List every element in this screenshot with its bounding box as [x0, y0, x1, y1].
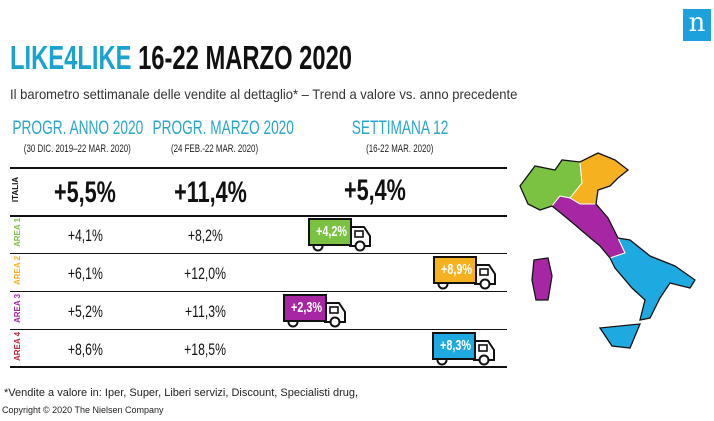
truck-icon: +8,9%	[433, 256, 499, 290]
title-dates: 16-22 MARZO 2020	[138, 39, 353, 76]
area-anno-value: +4,1%	[67, 226, 103, 245]
truck-icon: +8,3%	[432, 332, 498, 366]
column-header-anno: PROGR. ANNO 2020	[12, 118, 144, 139]
divider	[10, 366, 507, 368]
map-area-3	[551, 195, 626, 259]
area-anno-value: +8,6%	[67, 340, 103, 359]
area-marzo-value: +12,0%	[184, 264, 226, 283]
nielsen-logo: n	[683, 9, 711, 41]
truck-icon: +2,3%	[283, 294, 349, 328]
divider	[10, 167, 507, 169]
column-header-settimana: SETTIMANA 12	[351, 118, 449, 139]
footnote: *Vendite a valore in: Iper, Super, Liber…	[4, 387, 359, 399]
area-anno-value: +6,1%	[67, 264, 103, 283]
divider	[10, 329, 507, 330]
row-label-area: AREA 4	[13, 331, 23, 362]
italia-anno: +5,5%	[54, 176, 116, 209]
column-range-marzo: (24 FEB.-22 MAR. 2020)	[171, 143, 259, 155]
column-header-marzo: PROGR. MARZO 2020	[152, 118, 294, 139]
column-range-settimana: (16-22 MAR. 2020)	[366, 143, 434, 155]
truck-icon: +4,2%	[308, 218, 374, 252]
area-settimana-value: +8,3%	[432, 332, 476, 360]
area-anno-value: +5,2%	[67, 302, 103, 321]
area-marzo-value: +8,2%	[187, 226, 223, 245]
divider	[10, 291, 507, 292]
title-brand: LIKE4LIKE	[10, 39, 132, 76]
area-marzo-value: +18,5%	[184, 340, 226, 359]
area-settimana-value: +4,2%	[308, 218, 352, 246]
divider	[10, 215, 507, 217]
subtitle: Il barometro settimanale delle vendite a…	[10, 86, 518, 102]
copyright: Copyright © 2020 The Nielsen Company	[2, 405, 164, 415]
italy-map	[519, 152, 696, 349]
area-settimana-value: +2,3%	[283, 294, 327, 322]
italia-settimana: +5,4%	[344, 174, 406, 207]
row-label-italia: ITALIA	[11, 176, 21, 203]
row-label-area: AREA 3	[13, 293, 23, 324]
row-label-area: AREA 1	[13, 217, 23, 248]
column-range-anno: (30 DIC. 2019–22 MAR. 2020)	[23, 143, 131, 155]
row-label-area: AREA 2	[13, 255, 23, 286]
italia-marzo: +11,4%	[173, 176, 247, 209]
area-settimana-value: +8,9%	[433, 256, 477, 284]
page-title: LIKE4LIKE 16-22 MARZO 2020	[10, 40, 485, 76]
divider	[10, 253, 507, 254]
area-marzo-value: +11,3%	[184, 302, 226, 321]
